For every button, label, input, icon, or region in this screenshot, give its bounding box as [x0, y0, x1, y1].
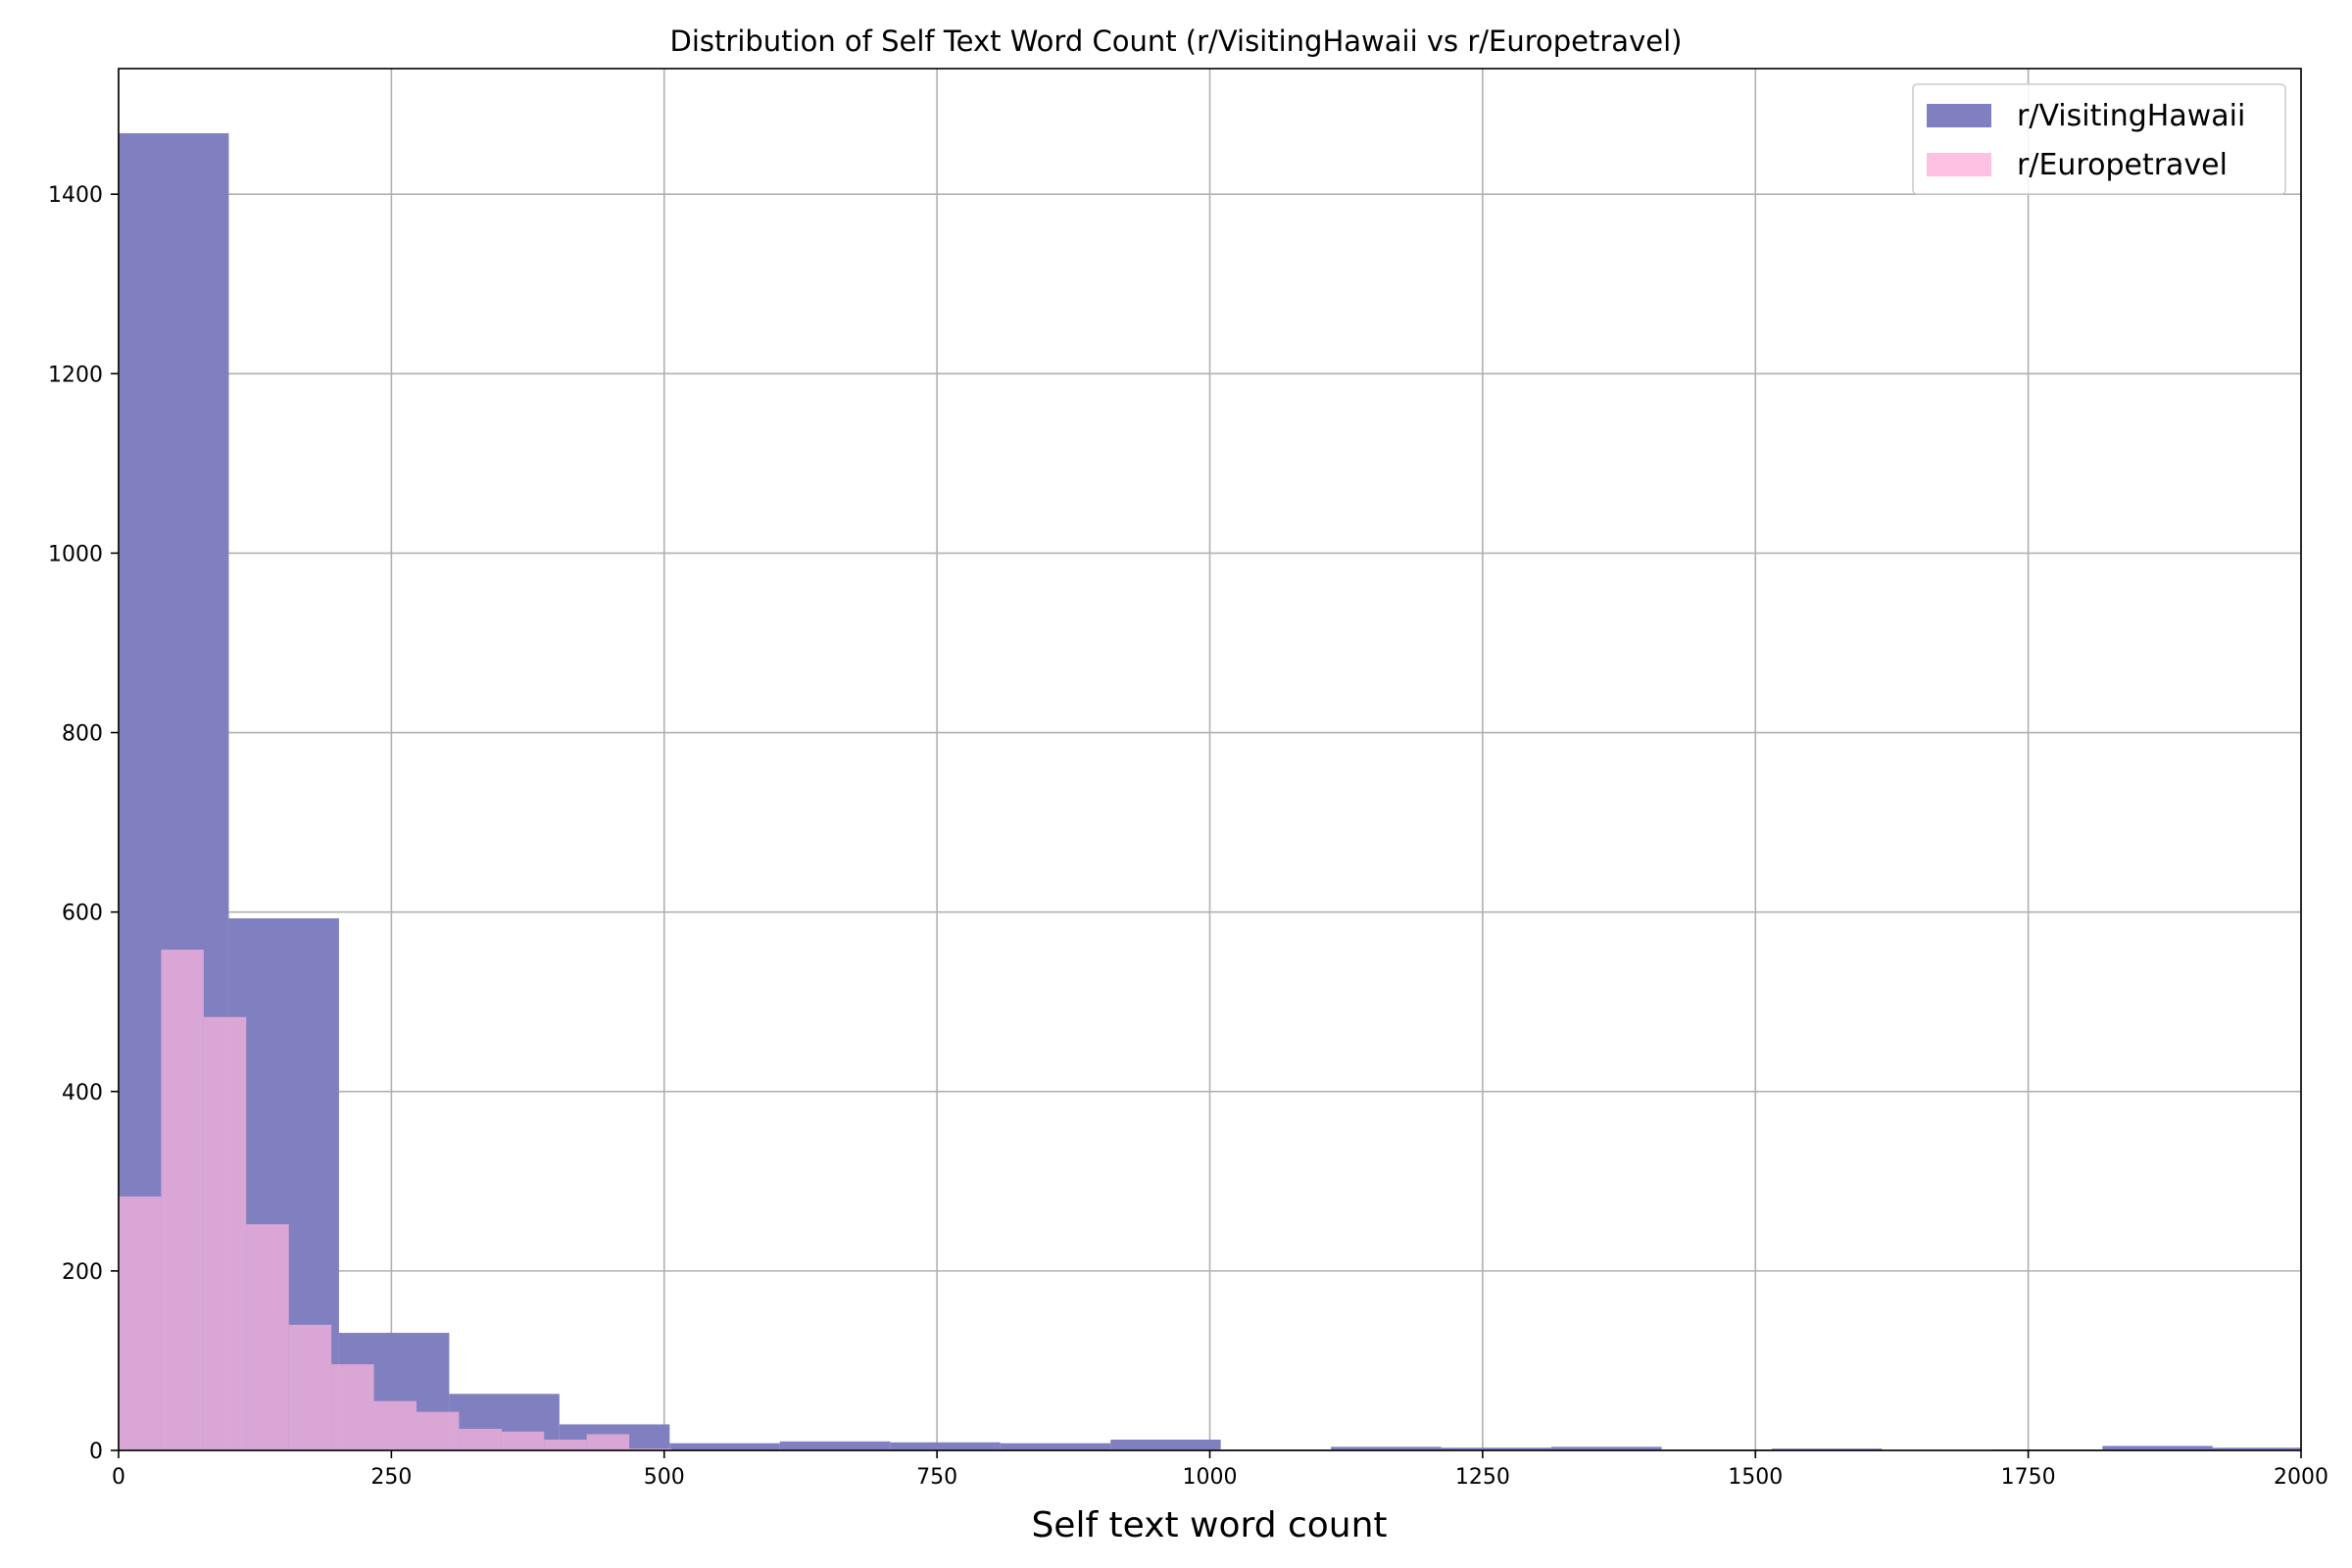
bar-series-0-bin-6: [779, 1441, 891, 1450]
y-tick-label-4: 800: [62, 722, 103, 747]
bar-series-0-bin-19: [2212, 1447, 2301, 1450]
x-tick-label-8: 2000: [2274, 1465, 2328, 1490]
y-tick-label-5: 1000: [48, 542, 103, 566]
y-tick-label-7: 1400: [48, 183, 103, 208]
x-tick-label-4: 1000: [1183, 1465, 1238, 1490]
bar-series-1-bin-7: [416, 1411, 460, 1450]
x-tick-label-3: 750: [916, 1465, 957, 1490]
x-axis-label: Self text word count: [1031, 1505, 1387, 1545]
legend-swatch-0: [1927, 104, 1991, 127]
bar-series-0-bin-7: [890, 1442, 1001, 1450]
bar-series-0-bin-15: [1771, 1448, 1883, 1450]
grid-lines: [118, 69, 2302, 1451]
bar-series-1-bin-3: [246, 1224, 289, 1450]
bar-series-1-bin-8: [459, 1429, 502, 1450]
y-tick-label-3: 600: [62, 902, 103, 926]
bar-series-1-bin-4: [288, 1324, 332, 1450]
bar-series-1-bin-11: [586, 1434, 630, 1450]
x-tick-label-6: 1500: [1728, 1465, 1783, 1490]
legend-swatch-1: [1927, 153, 1991, 176]
legend-label-1: r/Europetravel: [2017, 148, 2228, 182]
legend-label-0: r/VisitingHawaii: [2017, 99, 2245, 133]
histogram-bars: [119, 132, 2301, 1450]
bar-series-1-bin-12: [629, 1448, 672, 1450]
bar-series-0-bin-13: [1551, 1446, 1662, 1450]
y-tick-label-1: 200: [62, 1260, 103, 1285]
x-tick-label-7: 1750: [2001, 1465, 2056, 1490]
legend-box: [1912, 83, 2286, 195]
bar-series-1-bin-2: [203, 1016, 247, 1450]
y-tick-label-0: 0: [89, 1440, 103, 1464]
x-tick-label-2: 500: [644, 1465, 685, 1490]
y-tick-label-6: 1200: [48, 363, 103, 387]
bar-series-0-bin-18: [2102, 1446, 2213, 1450]
bar-series-0-bin-12: [1441, 1447, 1552, 1450]
legend: r/VisitingHawaii r/Europetravel: [1912, 83, 2286, 195]
bar-series-1-bin-5: [331, 1364, 374, 1450]
x-tick-label-0: 0: [112, 1465, 125, 1490]
bar-series-0-bin-5: [669, 1443, 780, 1450]
x-tick-label-5: 1250: [1455, 1465, 1510, 1490]
bar-series-1-bin-1: [161, 950, 204, 1450]
bar-series-1-bin-6: [373, 1400, 416, 1450]
bar-series-1-bin-9: [501, 1431, 545, 1450]
axis-ticks: 0 250 500 750 1000 1250 1500 1750 2000 0 200 400 600…: [48, 183, 2328, 1490]
bar-series-0-bin-8: [1000, 1443, 1111, 1450]
y-tick-label-2: 400: [62, 1081, 103, 1105]
bar-series-0-bin-9: [1110, 1440, 1221, 1450]
chart-title: Distribution of Self Text Word Count (r/…: [670, 24, 1683, 58]
bar-series-1-bin-0: [119, 1196, 162, 1450]
bar-series-0-bin-11: [1331, 1446, 1442, 1450]
bar-series-1-bin-10: [544, 1440, 587, 1450]
x-tick-label-1: 250: [370, 1465, 412, 1490]
series-1-bars: [119, 950, 672, 1450]
